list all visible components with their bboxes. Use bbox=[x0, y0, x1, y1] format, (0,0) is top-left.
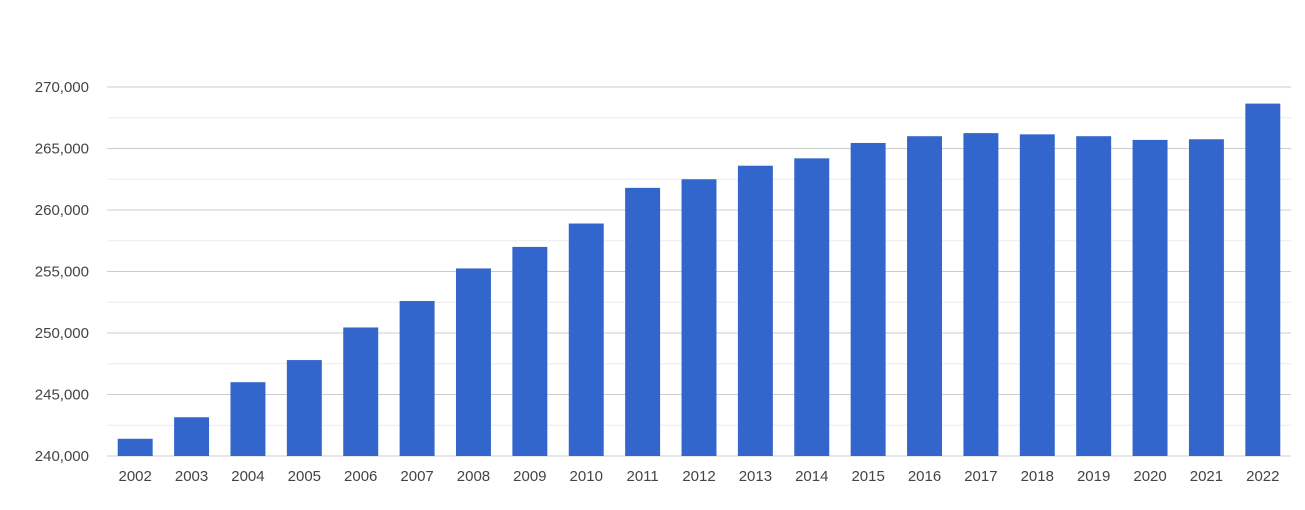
bar-2020[interactable] bbox=[1132, 139, 1168, 456]
x-tick-label: 2011 bbox=[626, 468, 658, 485]
bar-2006[interactable] bbox=[343, 327, 379, 456]
bar-2004[interactable] bbox=[230, 382, 266, 456]
x-tick-label: 2015 bbox=[851, 468, 884, 485]
x-tick-label: 2016 bbox=[908, 468, 941, 485]
x-tick-label: 2007 bbox=[400, 468, 433, 485]
bar-2016[interactable] bbox=[907, 136, 943, 456]
bar-2014[interactable] bbox=[794, 158, 830, 456]
x-tick-label: 2004 bbox=[231, 468, 264, 485]
y-tick-label: 240,000 bbox=[35, 448, 89, 465]
y-tick-label: 260,000 bbox=[35, 202, 89, 219]
x-tick-label: 2005 bbox=[288, 468, 321, 485]
x-tick-label: 2003 bbox=[175, 468, 208, 485]
bar-2008[interactable] bbox=[455, 268, 491, 456]
x-tick-label: 2018 bbox=[1021, 468, 1054, 485]
x-tick-label: 2020 bbox=[1133, 468, 1166, 485]
x-tick-label: 2014 bbox=[795, 468, 828, 485]
x-tick-label: 2013 bbox=[739, 468, 772, 485]
y-tick-label: 255,000 bbox=[35, 264, 89, 281]
bar-2022[interactable] bbox=[1245, 103, 1281, 456]
bar-2012[interactable] bbox=[681, 179, 717, 456]
x-tick-label: 2008 bbox=[457, 468, 490, 485]
x-tick-label: 2017 bbox=[964, 468, 997, 485]
x-axis: 2002 2003 2004 2005 2006 2007 2008 2009 2010 2011… bbox=[119, 468, 1280, 485]
y-tick-label: 265,000 bbox=[35, 141, 89, 158]
bar-2005[interactable] bbox=[286, 360, 322, 456]
bar-2002[interactable] bbox=[117, 438, 153, 456]
bar-2015[interactable] bbox=[850, 142, 886, 456]
y-tick-label: 245,000 bbox=[35, 387, 89, 404]
y-tick-label: 270,000 bbox=[35, 79, 89, 96]
bars bbox=[117, 103, 1281, 457]
x-tick-label: 2002 bbox=[119, 468, 152, 485]
bar-2019[interactable] bbox=[1076, 136, 1112, 456]
bar-2017[interactable] bbox=[963, 133, 999, 456]
bar-2010[interactable] bbox=[568, 223, 604, 456]
x-tick-label: 2012 bbox=[682, 468, 715, 485]
bar-2011[interactable] bbox=[625, 187, 661, 457]
x-tick-label: 2022 bbox=[1246, 468, 1279, 485]
bar-2009[interactable] bbox=[512, 246, 548, 456]
bar-2013[interactable] bbox=[737, 165, 773, 456]
y-tick-label: 250,000 bbox=[35, 325, 89, 342]
x-tick-label: 2009 bbox=[513, 468, 546, 485]
bar-2021[interactable] bbox=[1188, 139, 1224, 456]
x-tick-label: 2021 bbox=[1190, 468, 1223, 485]
x-tick-label: 2006 bbox=[344, 468, 377, 485]
bar-2003[interactable] bbox=[174, 417, 210, 456]
bar-2007[interactable] bbox=[399, 301, 435, 456]
x-tick-label: 2010 bbox=[570, 468, 603, 485]
y-axis: 240,000 245,000 250,000 255,000 260,000 265,0… bbox=[35, 79, 89, 465]
x-tick-label: 2019 bbox=[1077, 468, 1110, 485]
bar-2018[interactable] bbox=[1019, 134, 1055, 457]
